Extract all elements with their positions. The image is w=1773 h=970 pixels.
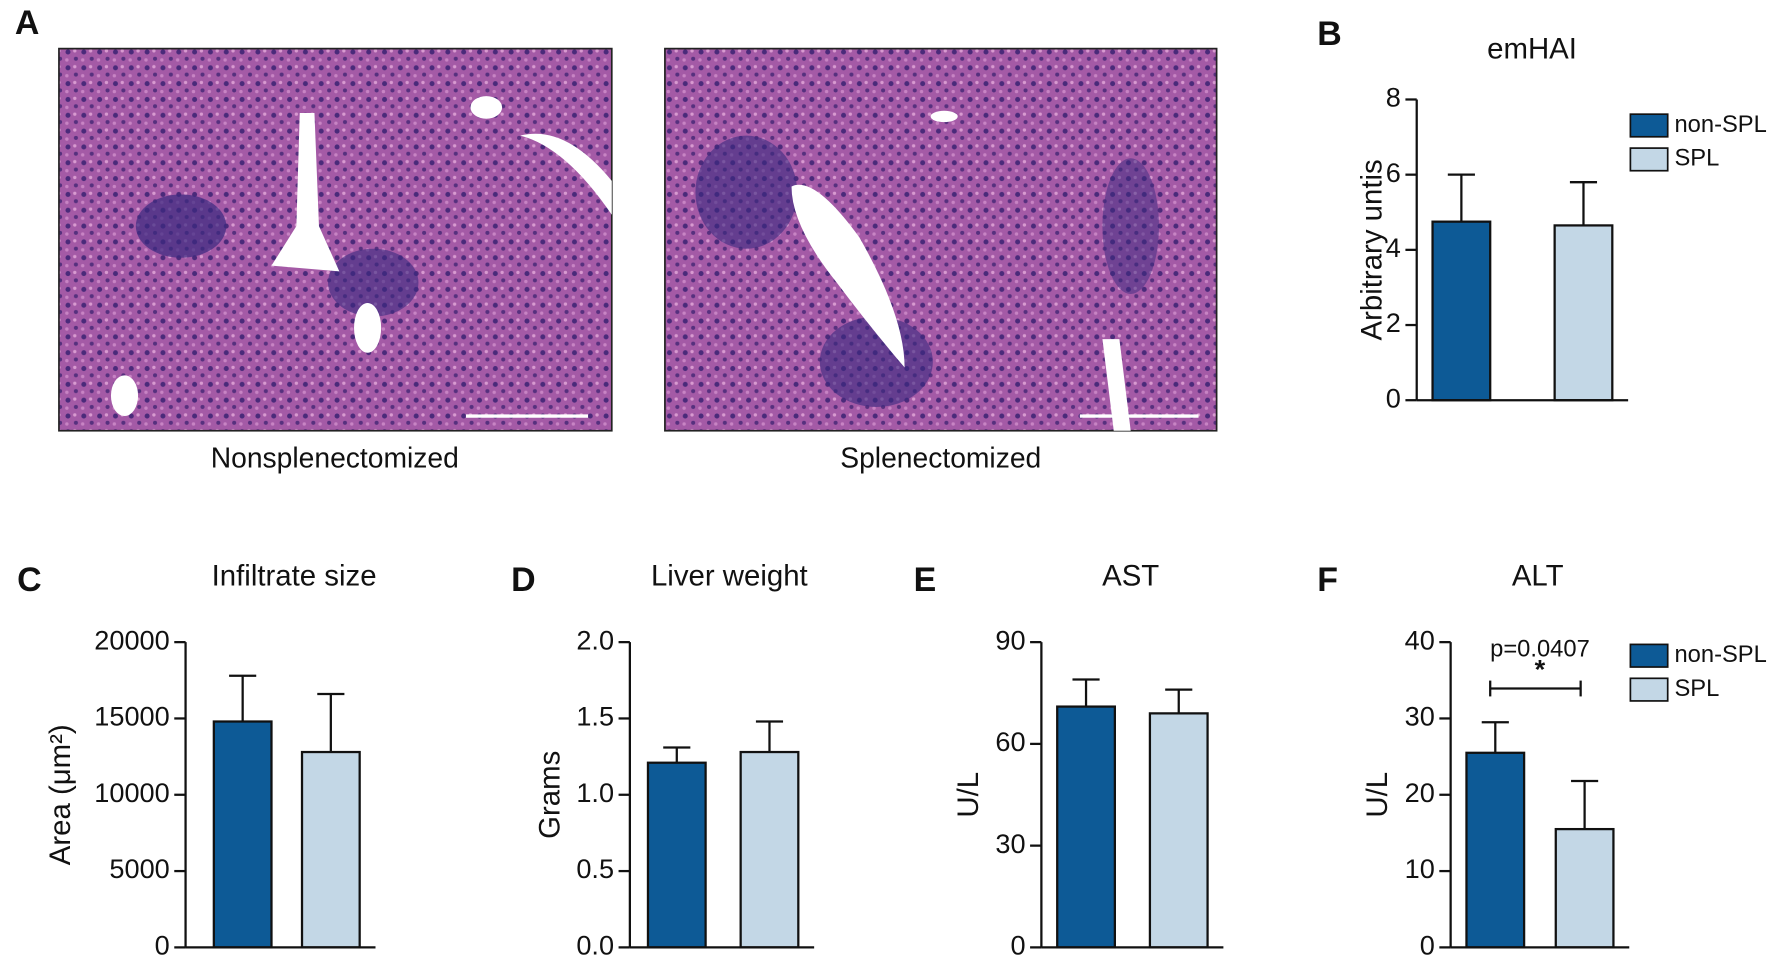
y-tick-label: 4	[1386, 232, 1401, 263]
y-tick-label: 60	[995, 726, 1025, 757]
legend-swatch	[1629, 643, 1669, 668]
y-tick-label: 0	[1420, 930, 1435, 961]
y-tick-label: 5000	[109, 853, 169, 884]
y-axis-label: U/L	[952, 772, 985, 818]
legend-swatch	[1629, 677, 1669, 702]
legend-swatch	[1629, 147, 1669, 172]
panel-letter: A	[15, 4, 40, 42]
y-tick-label: 1.0	[576, 777, 614, 808]
y-axis-label: Grams	[534, 751, 567, 839]
y-tick-label: 30	[1405, 701, 1435, 732]
legend-label: SPL	[1674, 676, 1719, 702]
legend-label: non-SPL	[1674, 112, 1766, 138]
histology-image	[58, 47, 613, 432]
y-tick-label: 1.5	[576, 701, 614, 732]
y-tick-label: 2	[1386, 307, 1401, 338]
y-tick-label: 0.0	[576, 930, 614, 961]
legend-label: SPL	[1674, 146, 1719, 172]
bar	[1056, 705, 1116, 949]
chart-title: ALT	[1512, 559, 1564, 592]
y-tick-label: 90	[995, 624, 1025, 655]
panel-letter: F	[1317, 561, 1338, 599]
y-tick-label: 10000	[94, 777, 169, 808]
y-axis-label: Area (μm²)	[44, 724, 77, 865]
legend-swatch	[1629, 113, 1669, 138]
chart-title: AST	[1102, 559, 1159, 592]
y-tick-label: 0	[155, 930, 170, 961]
image-caption: Nonsplenectomized	[211, 442, 459, 474]
bar	[1554, 827, 1615, 949]
y-tick-label: 40	[1405, 624, 1435, 655]
chart-title: emHAI	[1487, 33, 1577, 66]
panel-letter: B	[1317, 15, 1342, 53]
y-tick-label: 6	[1386, 157, 1401, 188]
y-tick-label: 0	[1010, 930, 1025, 961]
histology-image	[664, 47, 1218, 432]
panel-letter: E	[914, 561, 937, 599]
panel-letter: D	[511, 561, 536, 599]
y-tick-label: 30	[995, 828, 1025, 859]
bar	[1431, 220, 1492, 402]
y-tick-label: 15000	[94, 701, 169, 732]
y-axis-label: Arbitrary untis	[1356, 159, 1389, 340]
chart-title: Liver weight	[651, 559, 808, 592]
y-axis-label: U/L	[1361, 772, 1394, 818]
image-caption: Splenectomized	[840, 442, 1041, 474]
bar	[212, 720, 273, 949]
y-tick-label: 8	[1386, 82, 1401, 113]
bar	[300, 750, 361, 949]
legend-label: non-SPL	[1674, 642, 1766, 668]
panel-letter: C	[17, 561, 42, 599]
y-tick-label: 2.0	[576, 624, 614, 655]
bar	[1148, 712, 1209, 949]
chart-title: Infiltrate size	[212, 559, 377, 592]
y-tick-label: 20	[1405, 777, 1435, 808]
bar	[1465, 751, 1526, 949]
annotation: p=0.0407	[1490, 636, 1590, 662]
bar	[739, 750, 800, 949]
y-tick-label: 0	[1386, 382, 1401, 413]
y-tick-label: 0.5	[576, 853, 614, 884]
annotation: *	[1535, 654, 1546, 685]
y-tick-label: 20000	[94, 624, 169, 655]
bar	[1553, 224, 1614, 402]
y-tick-label: 10	[1405, 853, 1435, 884]
bar	[646, 761, 707, 949]
